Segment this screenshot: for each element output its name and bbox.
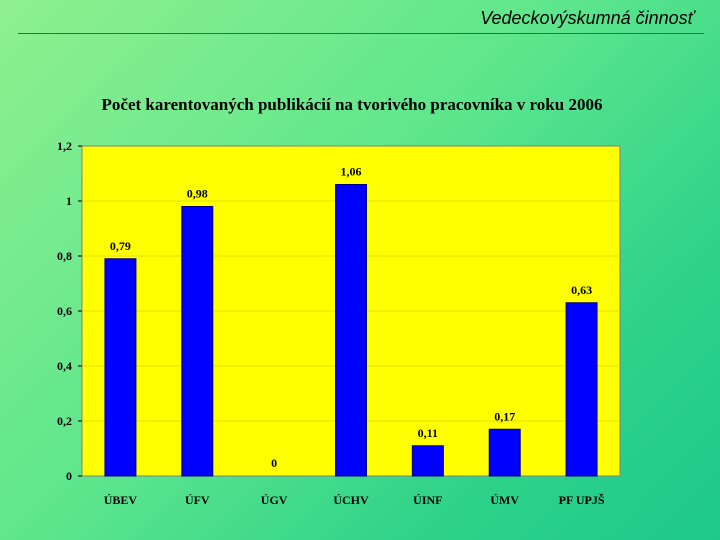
y-tick-label: 1,2 <box>57 139 72 153</box>
x-category-label: ÚINF <box>413 493 442 507</box>
y-tick-label: 0,6 <box>57 304 72 318</box>
y-tick-label: 0,4 <box>57 359 72 373</box>
x-category-label: ÚGV <box>261 493 288 507</box>
data-label: 0,79 <box>110 239 131 253</box>
data-label: 0 <box>271 456 277 470</box>
data-labels: 0,79 0,98 0 1,06 0,11 0,17 0,63 <box>110 165 592 471</box>
x-category-label: PF UPJŠ <box>559 493 605 507</box>
data-label: 0,63 <box>571 283 592 297</box>
x-category-label: ÚFV <box>185 493 210 507</box>
bars <box>104 184 598 477</box>
bar <box>411 445 444 477</box>
y-tick-label: 1 <box>66 194 72 208</box>
title-divider <box>18 33 704 34</box>
y-tick-label: 0,2 <box>57 414 72 428</box>
x-category-label: ÚMV <box>490 493 519 507</box>
bar <box>181 206 214 477</box>
x-category-label: ÚBEV <box>104 493 138 507</box>
x-category-label: ÚCHV <box>333 493 369 507</box>
data-label: 0,17 <box>494 409 515 423</box>
data-label: 0,11 <box>418 426 438 440</box>
bar <box>335 184 367 477</box>
y-tick-label: 0 <box>66 469 72 483</box>
data-label: 1,06 <box>341 165 362 179</box>
data-label: 0,98 <box>187 187 208 201</box>
x-axis: ÚBEV ÚFV ÚGV ÚCHV ÚINF ÚMV PF UPJŠ <box>104 493 605 507</box>
y-tick-label: 0,8 <box>57 249 72 263</box>
slide-title: Vedeckovýskumná činnosť <box>480 8 694 28</box>
chart-title: Počet karentovaných publikácií na tvoriv… <box>102 95 603 114</box>
y-axis: 0 0,2 0,4 0,6 0,8 1 1,2 <box>57 139 82 483</box>
bar <box>488 428 521 477</box>
bar <box>104 258 137 477</box>
bar <box>565 302 598 477</box>
